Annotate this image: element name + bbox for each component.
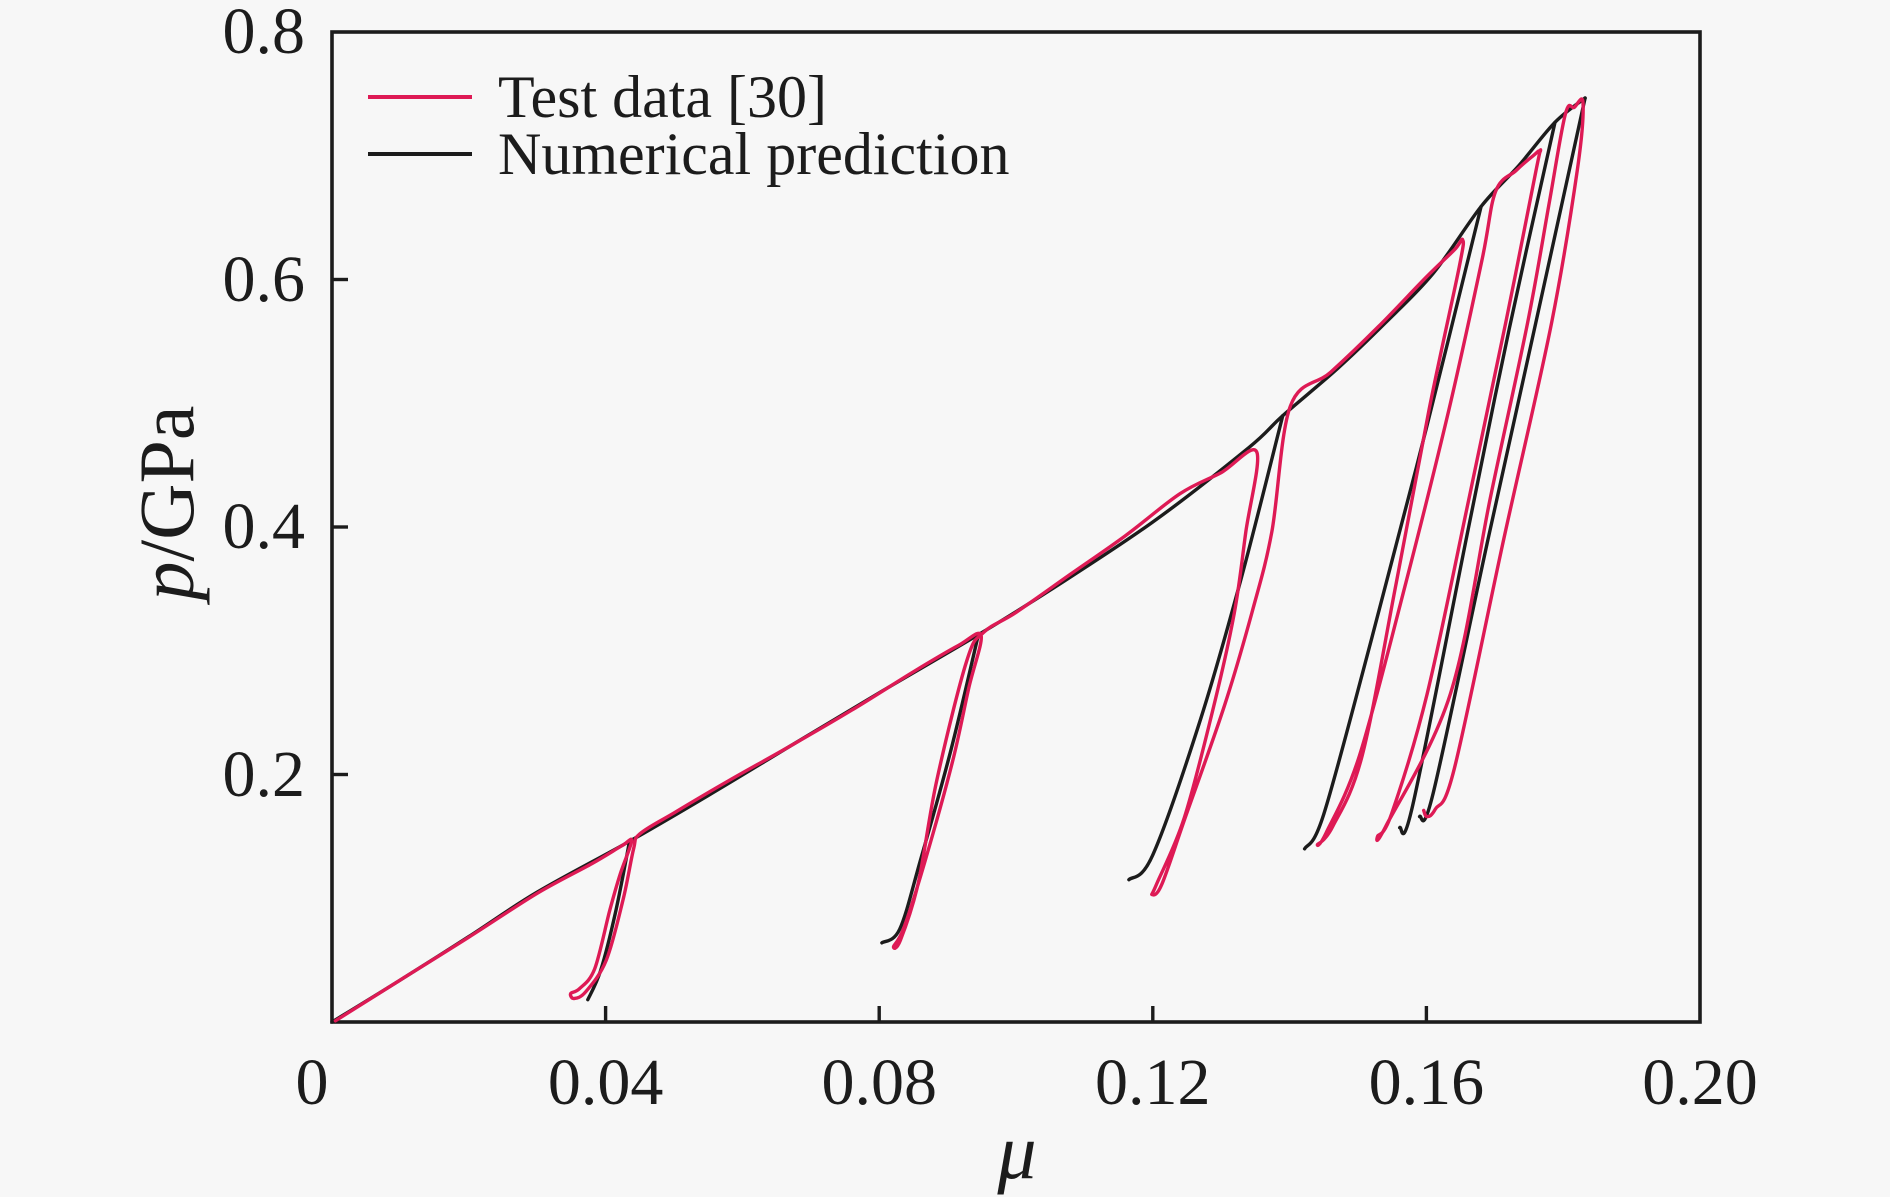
x-tick-label-0.20: 0.20: [1642, 1046, 1758, 1119]
legend-line-prediction: [368, 152, 472, 156]
legend-label-prediction: Numerical prediction: [498, 121, 1010, 187]
series-numerical-prediction-branch-6: [1417, 96, 1587, 823]
y-tick-label-0.6: 0.6: [222, 242, 306, 316]
x-tick-label-0: 0: [295, 1046, 329, 1119]
legend-label-test-data: Test data [30]: [498, 64, 828, 130]
series-test-data-30-curve: [333, 97, 1585, 1023]
x-axis-label: μ: [997, 1108, 1037, 1195]
legend-item-test-data: Test data [30]: [368, 67, 827, 127]
legend-line-test-data: [368, 95, 472, 99]
x-tick-label-0.04: 0.04: [547, 1046, 664, 1119]
y-tick-label-0.8: 0.8: [222, 0, 306, 68]
y-tick-label-0.4: 0.4: [222, 490, 306, 563]
series-numerical-prediction-curve: [330, 96, 1587, 1024]
y-tick-label-0.2: 0.2: [222, 737, 306, 811]
x-tick-label-0.12: 0.12: [1095, 1046, 1211, 1119]
x-tick-label-0.16: 0.16: [1368, 1046, 1485, 1119]
y-axis-label: p/GPa: [123, 406, 210, 601]
series-numerical-prediction-branch-1: [586, 839, 632, 1002]
y-axis-label-symbol: p: [123, 561, 210, 601]
series-numerical-prediction-branch-4: [1302, 204, 1483, 851]
series-numerical-prediction-branch-3: [1127, 413, 1285, 882]
legend-item-prediction: Numerical prediction: [368, 124, 1009, 184]
y-axis-label-unit: /GPa: [123, 405, 210, 562]
x-tick-label-0.08: 0.08: [821, 1046, 937, 1119]
series-numerical-prediction-branch-5: [1398, 120, 1557, 836]
